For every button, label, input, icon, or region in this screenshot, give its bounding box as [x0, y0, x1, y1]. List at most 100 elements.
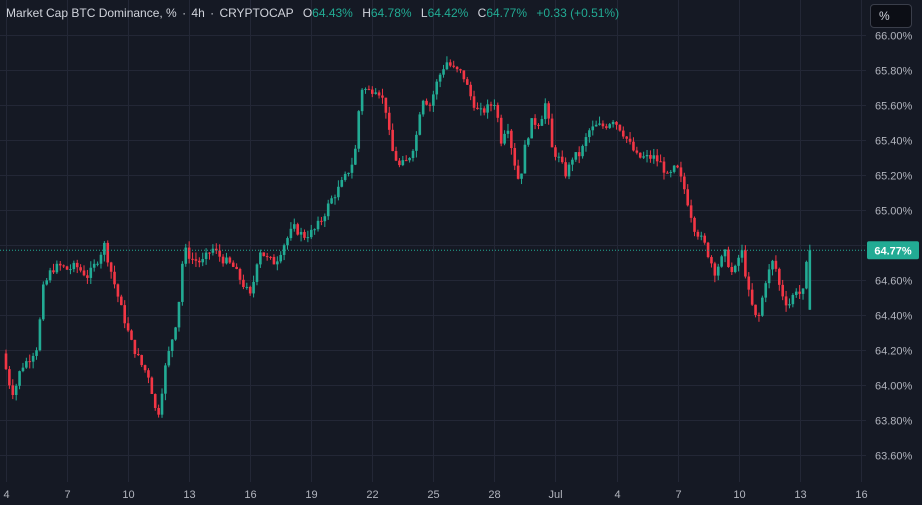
- candle-body: [778, 268, 781, 285]
- candle-body: [510, 130, 513, 149]
- time-tick-label: 7: [64, 489, 70, 501]
- candle-body: [65, 266, 69, 270]
- time-tick-label: 16: [244, 489, 256, 501]
- last-price-marker: 64.77%: [0, 241, 919, 260]
- open-value: 64.43%: [312, 6, 353, 20]
- candle-body: [543, 103, 547, 120]
- price-tick-label: 64.00%: [875, 381, 913, 393]
- candle-body: [377, 92, 381, 96]
- candle-body: [123, 305, 127, 324]
- price-axis[interactable]: 63.60%63.80%64.00%64.20%64.40%64.60%64.8…: [875, 31, 913, 463]
- time-tick-label: 13: [794, 489, 806, 501]
- interval-label[interactable]: 4h: [191, 6, 205, 20]
- candle-body: [211, 248, 215, 253]
- candle-body: [676, 165, 679, 168]
- price-tick-label: 63.60%: [875, 451, 913, 463]
- candle-body: [503, 133, 506, 144]
- candle-body: [106, 242, 110, 263]
- candle-body: [642, 156, 645, 158]
- candle-body: [794, 291, 798, 295]
- candle-body: [160, 393, 164, 415]
- time-tick-label: 16: [855, 489, 867, 501]
- candle-body: [276, 261, 279, 265]
- candle-body: [4, 353, 8, 370]
- candle-body: [632, 141, 635, 151]
- time-axis[interactable]: 4 7 10 13 16 19 22 25 28 Jul 4 7 10 13 16: [3, 489, 867, 501]
- candle-body: [496, 104, 500, 118]
- candle-body: [472, 96, 476, 108]
- candle-body: [25, 361, 28, 368]
- candle-body: [354, 148, 357, 165]
- candle-body: [391, 129, 394, 152]
- candle-body: [560, 156, 564, 163]
- candle-body: [360, 89, 364, 112]
- candle-body: [55, 263, 59, 273]
- candle-body: [374, 92, 377, 94]
- candle-body: [425, 100, 428, 105]
- candle-body: [791, 294, 795, 305]
- candle-body: [581, 146, 584, 157]
- candle-body: [340, 179, 344, 187]
- candle-body: [767, 269, 771, 284]
- candle-body: [150, 377, 154, 395]
- candle-body: [628, 138, 632, 142]
- symbol-title[interactable]: Market Cap BTC Dominance, %: [6, 6, 177, 20]
- low-value: 64.42%: [427, 6, 469, 20]
- candle-body: [689, 205, 693, 218]
- candle-body: [82, 270, 86, 276]
- candle-body: [228, 257, 232, 263]
- candle-body: [588, 130, 591, 138]
- candle-body: [279, 254, 283, 262]
- candle-body: [143, 365, 147, 371]
- candle-body: [550, 118, 554, 148]
- candle-body: [489, 104, 493, 106]
- candle-body: [530, 118, 534, 139]
- candle-body: [235, 266, 238, 269]
- candle-body: [248, 286, 252, 294]
- candle-body: [591, 126, 595, 131]
- candle-body: [343, 173, 347, 180]
- candle-body: [493, 104, 496, 106]
- time-tick-label: 25: [427, 489, 439, 501]
- candle-body: [788, 304, 791, 306]
- candle-body: [404, 160, 408, 162]
- candle-body: [479, 108, 483, 110]
- candle-body: [14, 385, 18, 395]
- candle-body: [45, 280, 48, 285]
- candle-body: [347, 172, 350, 174]
- candle-body: [272, 256, 276, 265]
- candle-body: [652, 155, 656, 159]
- candle-body: [716, 266, 720, 276]
- candle-body: [187, 247, 191, 259]
- candle-body: [72, 262, 76, 270]
- candle-body: [486, 104, 489, 113]
- candle-body: [79, 267, 82, 271]
- candle-body: [638, 152, 642, 158]
- candle-body: [740, 250, 744, 258]
- candle-body: [147, 370, 150, 378]
- candle-body: [608, 124, 612, 128]
- candle-body: [445, 62, 449, 70]
- candle-body: [513, 148, 517, 166]
- candle-body: [469, 84, 472, 97]
- candle-body: [208, 252, 211, 254]
- candle-body: [177, 301, 181, 328]
- candle-body: [333, 197, 337, 199]
- candle-body: [408, 157, 411, 161]
- candle-body: [574, 152, 578, 160]
- candle-body: [58, 263, 62, 266]
- candle-body: [428, 104, 432, 106]
- candle-body: [296, 224, 299, 235]
- candle-body: [771, 260, 774, 270]
- candle-body: [415, 134, 418, 151]
- candle-body: [48, 270, 52, 281]
- source-label: CRYPTOCAP: [219, 6, 294, 20]
- percent-scale-button[interactable]: %: [870, 4, 912, 28]
- close-key: C: [477, 6, 487, 20]
- candle-body: [672, 165, 676, 172]
- time-tick-label: 28: [488, 489, 500, 501]
- candle-body: [710, 257, 713, 264]
- candle-body: [259, 252, 262, 265]
- candle-body: [554, 147, 557, 157]
